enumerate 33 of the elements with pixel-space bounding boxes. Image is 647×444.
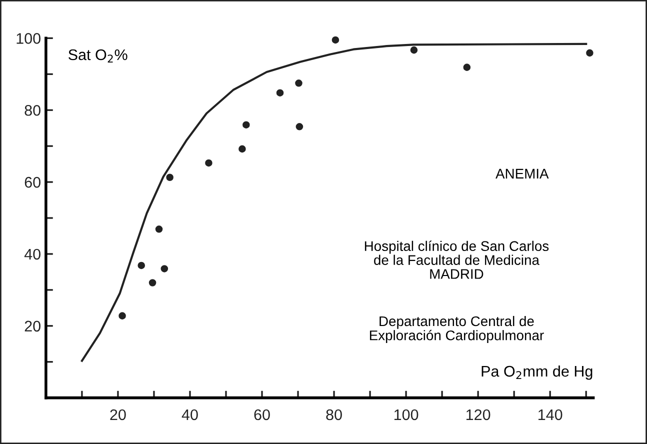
point [586,49,594,57]
y-axis-title: Sat O$_{2}$% [68,49,128,63]
point [138,262,146,270]
x-tick-label: 80 [326,409,342,420]
annotation: ANEMIA [496,168,549,178]
point [276,89,284,96]
x-axis-title: Pa O$_{2}$mm de Hg [482,365,592,380]
point [160,265,168,272]
x-tick-label: 60 [254,409,270,420]
x-tick-label: 140 [538,409,562,420]
point [332,36,340,44]
x-tick-label: 120 [466,409,490,420]
point [463,64,471,71]
point [238,145,246,153]
point [242,121,250,128]
x-tick-label: 40 [182,409,198,420]
annotation: Departamento Central de Exploración Cardiopulmonar [370,316,544,344]
y-tick-label: 40 [24,248,40,260]
point [296,123,304,130]
y-tick-label: 100 [16,33,40,44]
annotation: Hospital clínico de San Carlos de la Facultad de Medicina MADRID [364,240,549,279]
y-tick-label: 60 [24,176,40,188]
point [205,159,212,167]
y-tick-label: 20 [24,320,40,332]
point [295,80,302,87]
point [148,279,156,286]
point [166,174,174,182]
x-tick-label: 20 [110,409,126,420]
x-tick-label: 100 [394,409,418,420]
y-tick-label: 80 [24,104,40,116]
point [118,312,126,320]
point [155,226,163,233]
point [410,46,418,54]
